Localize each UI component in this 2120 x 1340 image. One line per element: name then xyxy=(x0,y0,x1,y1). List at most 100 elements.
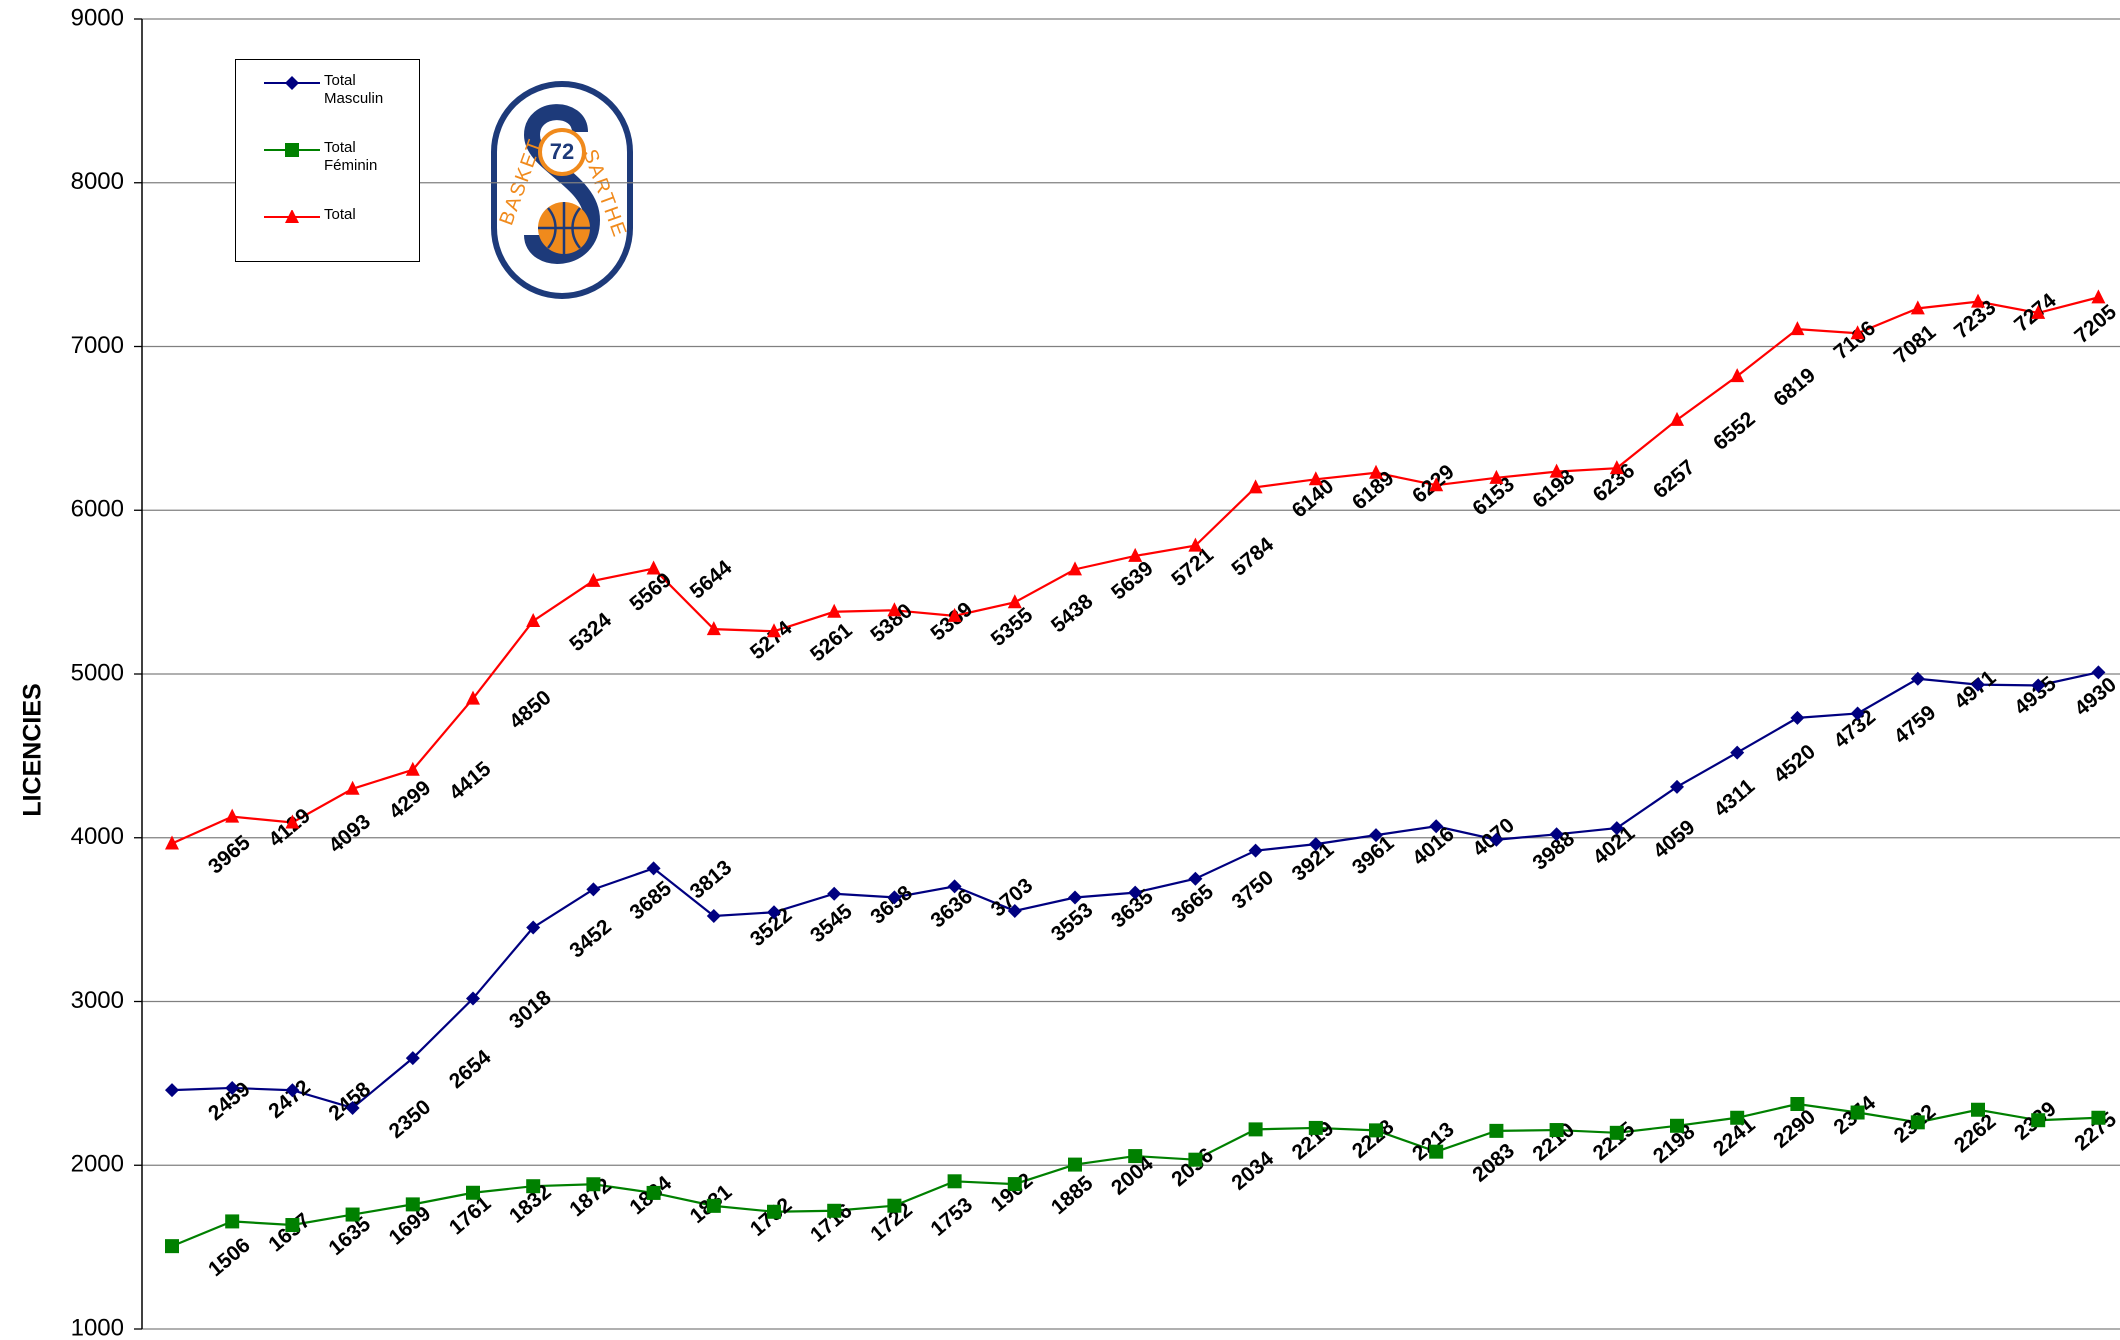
marker xyxy=(1850,1105,1865,1120)
legend-swatch xyxy=(264,210,320,223)
marker xyxy=(1489,832,1504,847)
data-label: 2215 xyxy=(1589,1117,1640,1165)
y-tick-label: 3000 xyxy=(71,987,124,1014)
data-label: 4520 xyxy=(1769,740,1820,788)
data-label: 1657 xyxy=(264,1209,315,1257)
marker xyxy=(646,861,661,876)
data-label: 7081 xyxy=(1890,320,1941,368)
marker xyxy=(706,1198,721,1213)
marker xyxy=(1489,469,1504,484)
marker xyxy=(285,210,299,223)
logo-number: 72 xyxy=(550,139,574,164)
marker xyxy=(466,1185,480,1200)
marker xyxy=(165,1083,179,1098)
marker xyxy=(2031,1113,2046,1128)
marker xyxy=(1308,471,1323,486)
data-label: 5569 xyxy=(626,568,677,616)
marker xyxy=(1188,871,1203,886)
legend-item: Total xyxy=(236,206,421,246)
marker xyxy=(827,886,842,901)
data-label: 4930 xyxy=(2070,673,2120,721)
data-label: 3685 xyxy=(626,877,677,925)
data-label: 5438 xyxy=(1047,590,1098,638)
legend-swatch xyxy=(264,143,320,157)
marker xyxy=(827,1203,842,1218)
data-label: 4093 xyxy=(325,810,376,858)
data-label: 2083 xyxy=(1468,1139,1519,1187)
marker xyxy=(827,603,842,618)
marker xyxy=(1730,1110,1745,1125)
data-label: 5380 xyxy=(866,599,917,647)
marker xyxy=(706,909,721,924)
logo: 72 BASKET SARTHE xyxy=(491,81,633,299)
marker xyxy=(947,879,962,894)
data-label: 7106 xyxy=(1830,317,1881,365)
data-label: 4415 xyxy=(445,757,496,805)
data-label: 5644 xyxy=(686,556,737,604)
marker xyxy=(1068,561,1082,576)
data-label: 2056 xyxy=(1167,1144,1218,1192)
marker xyxy=(1549,1123,1564,1138)
marker xyxy=(2091,665,2106,680)
marker xyxy=(345,1207,360,1222)
data-label: 3452 xyxy=(565,915,616,963)
marker xyxy=(1971,1102,1985,1117)
marker xyxy=(767,905,781,920)
y-tick-label: 8000 xyxy=(71,168,124,195)
legend-label: Total xyxy=(324,206,356,223)
data-label: 2262 xyxy=(1950,1110,2001,1158)
marker xyxy=(1790,710,1805,725)
marker xyxy=(1308,837,1323,852)
data-label: 6552 xyxy=(1709,407,1760,455)
legend-label: Total Masculin xyxy=(324,72,384,107)
marker xyxy=(1670,411,1684,426)
data-label: 2350 xyxy=(385,1095,436,1143)
marker xyxy=(887,602,902,617)
marker xyxy=(1429,1144,1444,1159)
marker xyxy=(1369,828,1383,843)
data-label: 4299 xyxy=(385,776,436,824)
marker xyxy=(1971,293,1985,308)
marker xyxy=(1549,463,1564,478)
data-label: 6257 xyxy=(1649,456,1700,504)
data-label: 2472 xyxy=(264,1075,315,1123)
marker xyxy=(225,1080,240,1095)
logo-ball-lines xyxy=(538,202,590,254)
data-label: 5261 xyxy=(806,619,857,667)
marker xyxy=(225,1214,240,1229)
marker xyxy=(1369,464,1383,479)
marker xyxy=(285,76,299,90)
data-label: 5784 xyxy=(1228,533,1279,581)
marker xyxy=(947,607,962,622)
marker xyxy=(1730,368,1745,383)
marker xyxy=(646,560,661,575)
marker xyxy=(1188,1152,1203,1167)
data-label: 3545 xyxy=(806,899,857,947)
y-tick-label: 4000 xyxy=(71,823,124,850)
data-label: 7205 xyxy=(2070,300,2120,348)
marker xyxy=(586,1177,601,1192)
marker xyxy=(1609,821,1624,836)
marker xyxy=(1128,885,1143,900)
marker xyxy=(1128,547,1143,562)
marker xyxy=(1308,1120,1323,1135)
marker xyxy=(1128,1149,1143,1164)
y-tick-label: 2000 xyxy=(71,1151,124,1178)
data-label: 4759 xyxy=(1890,701,1941,749)
marker xyxy=(526,612,541,627)
marker xyxy=(767,1204,781,1219)
marker xyxy=(1730,745,1745,760)
marker xyxy=(1369,1123,1383,1138)
marker xyxy=(1489,1123,1504,1138)
marker xyxy=(1850,325,1865,340)
marker xyxy=(586,572,601,587)
logo-s xyxy=(523,104,601,264)
legend: Total Masculin Total Féminin Total xyxy=(235,59,420,262)
marker xyxy=(405,761,420,776)
marker xyxy=(1971,677,1985,692)
data-label: 4935 xyxy=(2010,672,2061,720)
marker xyxy=(1248,1122,1263,1137)
marker xyxy=(1188,537,1203,552)
data-label: 5639 xyxy=(1107,557,1158,605)
